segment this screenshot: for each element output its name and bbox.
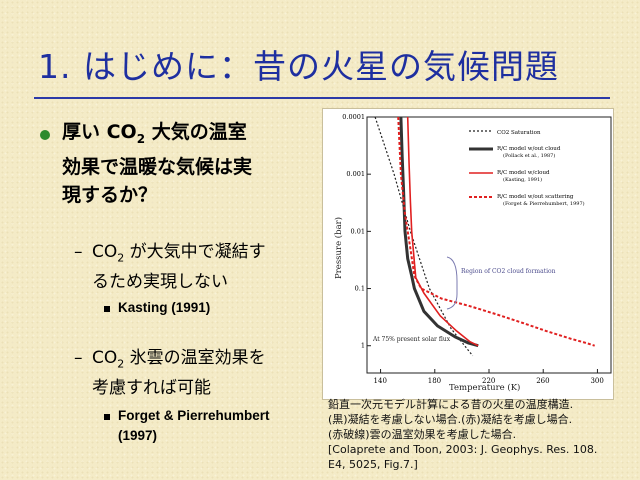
sub1-reference: Kasting (1991) <box>118 300 211 315</box>
legend-note-nocloud: (Pollack et al., 1987) <box>503 152 555 159</box>
sub2-line1-post: 氷雲の温室効果を <box>124 348 266 368</box>
main-bullet-text: 厚い CO2 大気の温室 効果で温暖な気候は実 現するか？ <box>62 118 312 209</box>
main-bullet-line2: 効果で温暖な気候は実 <box>62 155 253 178</box>
y-tick-label: 0.001 <box>346 170 365 178</box>
legend-label-nocloud: R/C model w/out cloud <box>497 146 561 152</box>
y-axis-label: Pressure (bar) <box>333 217 344 279</box>
legend-note-noscatter: (Forget & Pierrehumbert, 1997) <box>503 200 585 207</box>
main-bullet-line3: 現するか？ <box>62 183 158 206</box>
caption-line: 鉛直一次元モデル計算による昔の火星の温度構造. <box>328 398 574 411</box>
x-tick-label: 140 <box>374 377 387 385</box>
dash-icon: – <box>74 242 83 262</box>
y-tick-label: 1 <box>361 342 365 350</box>
x-tick-label: 180 <box>428 377 441 385</box>
x-tick-label: 300 <box>590 377 603 385</box>
sub1-line2: るため実現しない <box>92 272 228 293</box>
dash-icon: – <box>74 348 83 368</box>
y-tick-label: 0.1 <box>355 285 365 293</box>
series-line-withcloud <box>406 116 479 347</box>
cloud-region-bracket <box>446 256 458 310</box>
legend-label-noscatter: R/C model w/out scattering <box>497 194 574 200</box>
caption-line: E4, 5025, Fig.7.] <box>328 458 418 471</box>
sub1-line1-post: が大気中で凝結す <box>124 242 266 262</box>
temperature-profile-chart: 140 180 220 260 300 0.0001 0.001 0.01 0.1 1 CO2 S… <box>333 113 612 393</box>
sub2-ref-line2: (1997) <box>118 428 158 443</box>
x-axis-label: Temperature (K) <box>449 382 520 393</box>
caption-line: (赤破線)雲の温室効果を考慮した場合. <box>328 428 517 441</box>
cloud-region-annotation: Region of CO2 cloud formation <box>461 268 556 275</box>
sub1-line1-pre: CO <box>92 242 118 262</box>
legend-label-saturation: CO2 Saturation <box>497 130 541 136</box>
x-tick-label: 260 <box>536 377 549 385</box>
solar-flux-annotation: At 75% present solar flux <box>372 336 451 343</box>
sub-bullet-2: CO2 氷雲の温室効果を 考慮すれば可能 <box>92 346 322 401</box>
square-bullet-icon <box>104 414 110 420</box>
sub-bullet-1: CO2 が大気中で凝結す るため実現しない <box>92 240 322 295</box>
main-bullet-line1-post: 大気の温室 <box>151 121 247 143</box>
sub2-ref-line1: Forget & Pierrehumbert <box>118 408 270 423</box>
figure-caption: 鉛直一次元モデル計算による昔の火星の温度構造. (黒)凝結を考慮しない場合.(赤… <box>328 397 628 472</box>
legend-note-withcloud: (Kasting, 1991) <box>503 176 542 183</box>
bullet-dot-icon <box>40 124 50 140</box>
temperature-profile-figure: 140 180 220 260 300 0.0001 0.001 0.01 0.1 1 CO2 S… <box>322 108 614 400</box>
legend: CO2 Saturation R/C model w/out cloud (Po… <box>469 130 585 207</box>
x-tick-label: 220 <box>482 377 495 385</box>
y-tick-label: 0.0001 <box>342 113 365 121</box>
sub1-subscript: 2 <box>117 251 125 265</box>
sub2-subscript: 2 <box>117 357 125 371</box>
sub2-line2: 考慮すれば可能 <box>92 378 211 399</box>
caption-line: (黒)凝結を考慮しない場合.(赤)凝結を考慮し場合. <box>328 413 573 426</box>
main-bullet-line1-pre: 厚い CO <box>62 121 137 143</box>
co2-subscript: 2 <box>136 131 146 146</box>
caption-line: [Colaprete and Toon, 2003: J. Geophys. R… <box>328 443 598 456</box>
series-line-saturation <box>374 116 474 357</box>
legend-label-withcloud: R/C model w/cloud <box>497 170 550 176</box>
sub2-line1-pre: CO <box>92 348 118 368</box>
sub2-reference: Forget & Pierrehumbert (1997) <box>118 406 348 446</box>
square-bullet-icon <box>104 306 110 312</box>
y-tick-label: 0.01 <box>351 227 365 235</box>
series-line-nocloud <box>399 116 479 348</box>
slide-title: 1. はじめに：昔の火星の気候問題 <box>38 47 559 86</box>
title-divider <box>34 97 610 99</box>
